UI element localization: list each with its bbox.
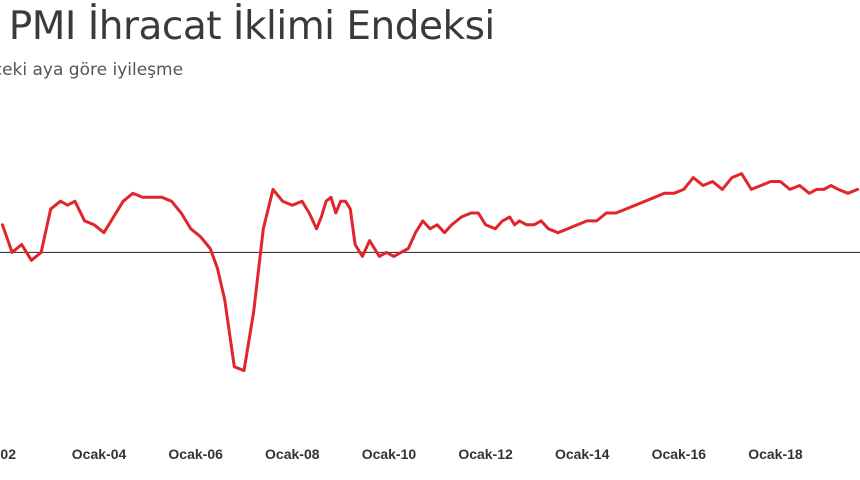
x-axis-ticks: 02 Ocak-04 Ocak-06 Ocak-08 Ocak-10 Ocak-12 Oca… xyxy=(0,446,802,462)
x-tick-label: Ocak-14 xyxy=(555,446,610,462)
chart-title: t PMI İhracat İklimi Endeksi xyxy=(0,4,495,49)
export-climate-index-line xyxy=(0,172,860,373)
x-tick-label: Ocak-18 xyxy=(748,446,803,462)
x-tick-label: Ocak-16 xyxy=(652,446,707,462)
x-tick-label: Ocak-12 xyxy=(458,446,513,462)
x-tick-label: Ocak-04 xyxy=(72,446,127,462)
x-tick-label: Ocak-08 xyxy=(265,446,320,462)
x-tick-label: Ocak-06 xyxy=(168,446,223,462)
x-tick-label: Ocak-10 xyxy=(362,446,417,462)
x-tick-label: 02 xyxy=(0,446,16,462)
chart-subtitle: ıceki aya göre iyileşme xyxy=(0,60,184,80)
